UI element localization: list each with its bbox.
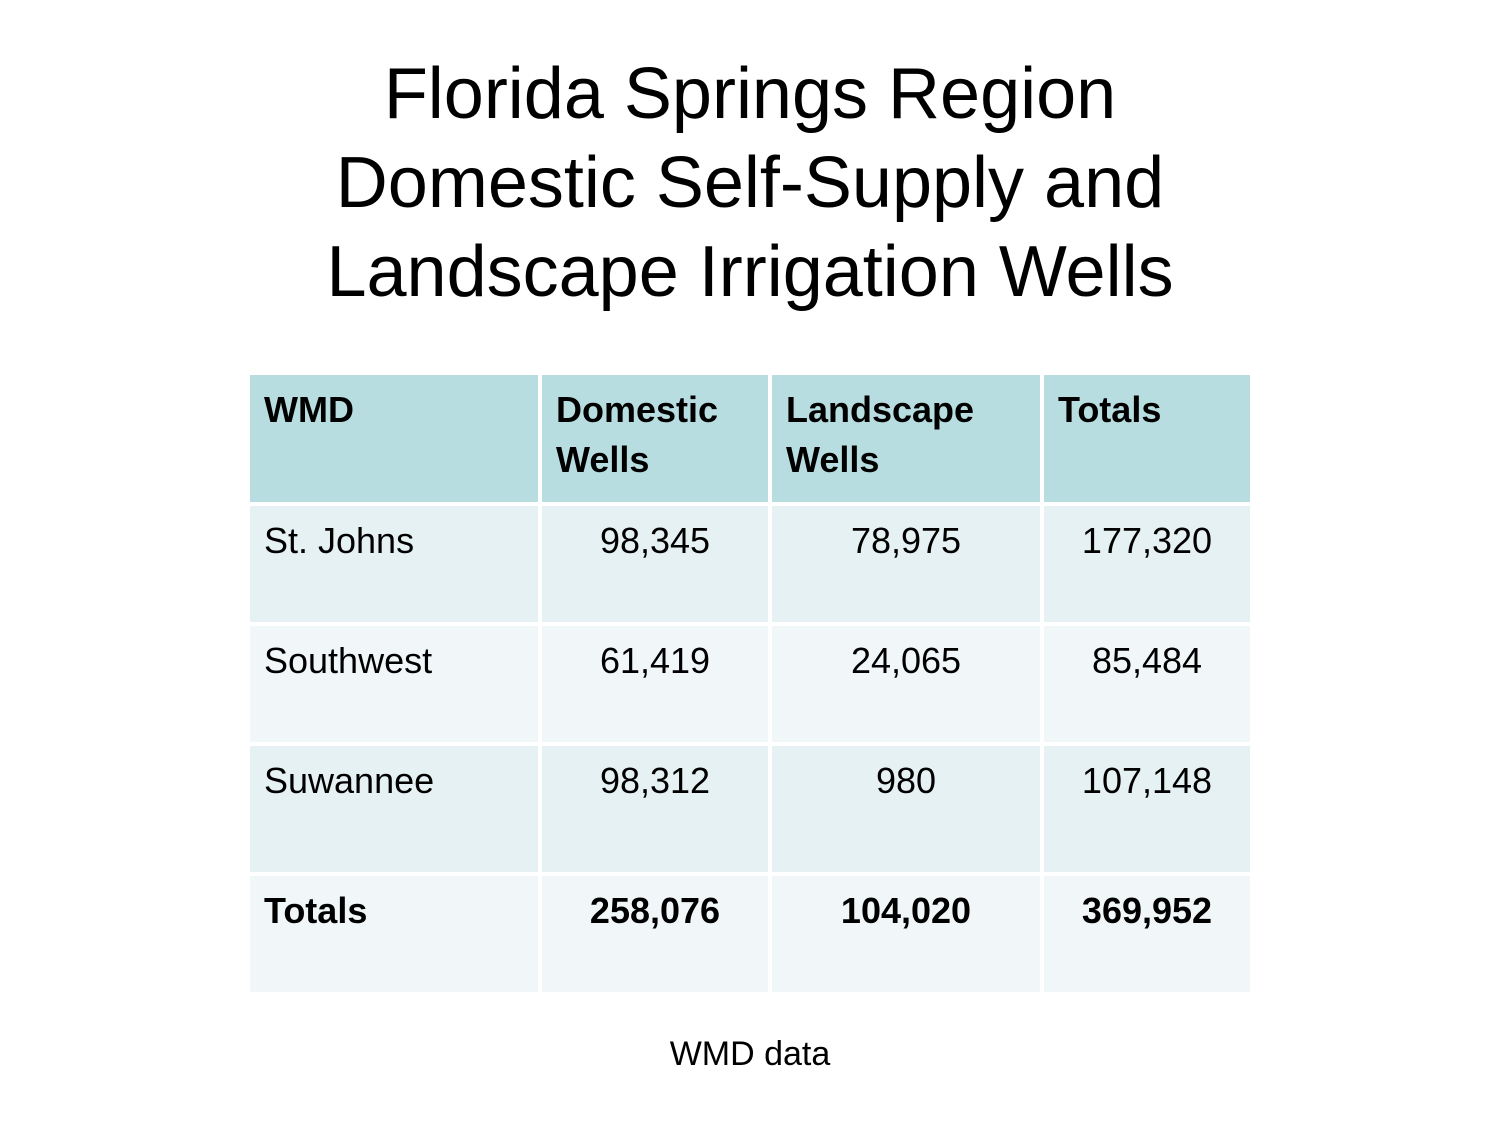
cell: 369,952 — [1042, 874, 1252, 994]
cell: 98,345 — [540, 504, 770, 624]
row: Suwannee 98,312 980 107,148 — [248, 744, 1252, 874]
cell: Suwannee — [248, 744, 540, 874]
title-line: Domestic Self-Supply and — [335, 143, 1165, 223]
row: St. Johns 98,345 78,975 177,320 — [248, 504, 1252, 624]
cell: 107,148 — [1042, 744, 1252, 874]
header-cell: WMD — [248, 373, 540, 504]
cell: 258,076 — [540, 874, 770, 994]
cell: St. Johns — [248, 504, 540, 624]
cell: 98,312 — [540, 744, 770, 874]
cell: 980 — [770, 744, 1042, 874]
header-cell: Landscape Wells — [770, 373, 1042, 504]
header-cell: Domestic Wells — [540, 373, 770, 504]
row: Southwest 61,419 24,065 85,484 — [248, 624, 1252, 744]
source-note: WMD data — [669, 1035, 831, 1073]
cell: 78,975 — [770, 504, 1042, 624]
cell: 61,419 — [540, 624, 770, 744]
title-line: Florida Springs Region — [383, 54, 1117, 134]
cell: Southwest — [248, 624, 540, 744]
title-line: Landscape Irrigation Wells — [326, 232, 1174, 312]
cell: 24,065 — [770, 624, 1042, 744]
slide-title: Florida Springs Region Domestic Self-Sup… — [0, 50, 1500, 317]
cell: 177,320 — [1042, 504, 1252, 624]
header-cell: Totals — [1042, 373, 1252, 504]
cell: 85,484 — [1042, 624, 1252, 744]
cell: 104,020 — [770, 874, 1042, 994]
wells-table: WMD Domestic Wells Landscape Wells Total… — [248, 373, 1252, 994]
cell: Totals — [248, 874, 540, 994]
header-row: WMD Domestic Wells Landscape Wells Total… — [248, 373, 1252, 504]
totals-row: Totals 258,076 104,020 369,952 — [248, 874, 1252, 994]
